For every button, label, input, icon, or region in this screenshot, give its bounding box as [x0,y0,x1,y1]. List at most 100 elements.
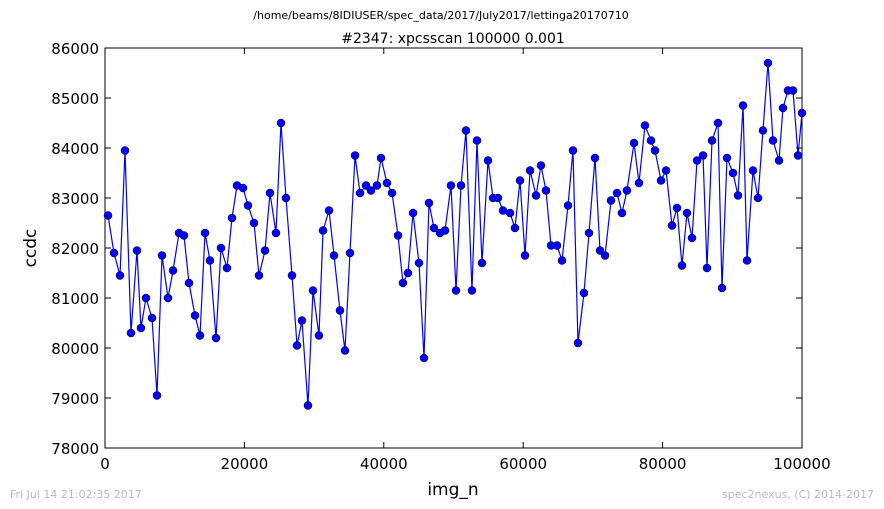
data-point [329,251,339,260]
data-point [541,186,551,195]
data-point [612,188,622,198]
y-tick-label: 79000 [51,390,99,408]
data-point [667,221,677,230]
data-point [168,266,178,275]
y-tick-label: 85000 [51,90,99,108]
data-point [622,186,632,195]
y-tick-label: 78000 [51,440,99,458]
data-point [195,331,205,340]
data-point [472,136,482,145]
data-point [728,168,738,178]
data-point [376,153,386,163]
data-point [717,283,727,293]
data-point [742,256,752,265]
data-point [324,206,334,215]
data-point [498,206,508,215]
data-point [205,256,215,265]
x-tick-label: 20000 [221,455,269,473]
y-tick-label: 84000 [51,140,99,158]
data-point [136,323,146,333]
data-point [345,248,355,258]
suptitle: /home/beams/8IDIUSER/spec_data/2017/July… [253,9,628,22]
data-point [163,293,173,303]
data-point [707,136,717,145]
data-point [211,333,221,343]
data-point [661,166,671,175]
footer-date: Fri Jul 14 21:02:35 2017 [10,488,142,501]
data-point [292,341,302,350]
data-point [557,256,567,265]
data-point [387,188,397,198]
data-point [493,193,503,203]
data-point [702,263,712,273]
data-point [536,161,546,170]
data-point [682,208,692,218]
data-point [200,228,210,238]
data-point [477,258,487,268]
data-point [525,166,535,175]
data-point [606,196,616,205]
data-point [738,101,748,110]
data-point [115,271,125,280]
x-tick-label: 60000 [499,455,547,473]
data-point [763,58,773,68]
x-tick-label: 40000 [360,455,408,473]
data-point [132,246,142,255]
data-point [238,183,248,193]
x-tick-label: 100000 [773,455,830,473]
data-point [227,213,237,223]
data-point [788,86,798,95]
data-point [687,233,697,243]
data-point [103,211,113,220]
data-point [314,331,324,340]
data-point [672,203,682,213]
data-point [797,108,807,118]
data-point [568,146,578,155]
data-point [254,271,264,280]
data-point [216,243,226,253]
data-point [573,338,583,348]
x-tick-label: 80000 [639,455,687,473]
data-point [308,286,318,295]
data-point [774,156,784,165]
data-point [147,313,157,323]
data-point [335,306,345,315]
data-point [152,391,162,400]
data-point [393,231,403,240]
data-point [372,181,382,190]
data-point [713,118,723,128]
data-point [531,191,541,200]
data-point [722,153,732,163]
data-point [355,188,365,198]
data-point [510,223,520,233]
y-tick-label: 83000 [51,190,99,208]
y-axis-label: ccdc [21,229,41,268]
data-point [157,251,167,260]
data-point [297,316,307,325]
y-tick-label: 80000 [51,340,99,358]
data-point [184,278,194,288]
data-point [120,146,130,155]
data-point [748,166,758,175]
data-point [109,248,119,258]
data-point [753,193,763,203]
data-point [287,271,297,280]
data-point [318,226,328,235]
data-point [350,151,360,160]
y-tick-label: 82000 [51,240,99,258]
data-point [793,151,803,160]
x-tick-label: 0 [100,455,110,473]
y-tick-label: 86000 [51,40,99,58]
data-point [778,103,788,113]
data-point [634,178,644,188]
data-point [600,251,610,260]
data-point [419,353,429,363]
data-point [768,136,778,145]
data-point [646,136,656,145]
data-point [424,198,434,208]
data-point [446,181,456,190]
data-line [107,62,803,406]
x-axis-label: img_n [427,480,478,500]
data-point [515,176,525,185]
